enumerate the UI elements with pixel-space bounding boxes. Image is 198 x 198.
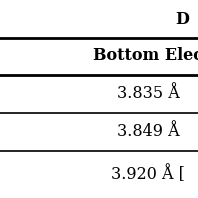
Text: 3.835 Å: 3.835 Å [117,86,179,103]
Text: D: D [175,11,189,29]
Text: Bottom Elec: Bottom Elec [93,48,198,65]
Text: 3.920 Å [: 3.920 Å [ [111,165,185,183]
Text: 3.849 Å: 3.849 Å [117,124,179,141]
